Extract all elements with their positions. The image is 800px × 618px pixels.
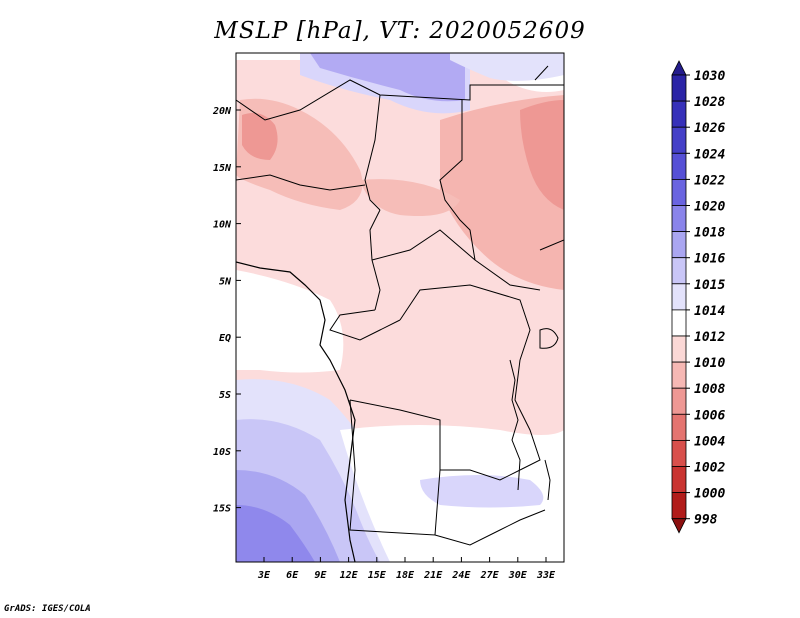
colorbar-label: 1010 [694, 356, 725, 371]
lon-label: 24E [451, 570, 471, 581]
field-south-high [236, 505, 315, 562]
field-band-1016-ne [450, 53, 564, 81]
colorbar-segment [671, 205, 687, 233]
grads-credit: GrADS: IGES/COLA [4, 604, 91, 614]
map-frame [235, 52, 565, 563]
colorbar-segment [671, 152, 687, 180]
field-low-west-core [242, 112, 278, 160]
field-band-1015-southcentral [420, 475, 544, 508]
lake-malawi [544, 459, 551, 501]
lon-label: 33E [536, 570, 556, 581]
lon-axis: 3E 6E 9E 12E 15E 18E 21E 24E 27E 30E 33E [257, 557, 556, 581]
field-low-east-core [520, 100, 564, 210]
border-chad-sudan [439, 100, 476, 261]
border-sahara [236, 79, 564, 121]
lat-label: 20N [212, 106, 232, 117]
lat-label: 15S [213, 504, 231, 515]
field-north-high [310, 53, 465, 102]
colorbar-segment [671, 439, 687, 467]
colorbar-label: 1026 [694, 121, 725, 136]
lat-axis: 20N 15N 10N 5N EQ 5S 10S 15S [212, 106, 241, 515]
colorbar-label: 1000 [694, 487, 725, 502]
colorbar-arrow-top [671, 60, 687, 76]
colorbar-label: 1022 [694, 173, 725, 188]
lon-label: 9E [314, 570, 327, 581]
border-drc-north [399, 284, 531, 361]
colorbar-label: 1024 [694, 147, 725, 162]
colorbar-segment [671, 413, 687, 441]
lon-label: 21E [423, 570, 443, 581]
colorbar-label: 1015 [694, 278, 725, 293]
border-gabon [329, 309, 401, 341]
lon-label: 30E [508, 570, 528, 581]
lat-label: 5S [219, 390, 231, 401]
colorbar-segment [671, 257, 687, 285]
colorbar-segment [671, 492, 687, 520]
lon-label: 12E [340, 570, 359, 581]
lon-label: 15E [368, 570, 387, 581]
colorbar-label: 998 [694, 513, 718, 528]
colorbar-segment [671, 387, 687, 415]
colorbar-label: 1006 [694, 408, 725, 423]
colorbar-segment [671, 466, 687, 494]
lake-tanganyika [509, 359, 521, 491]
colorbar-label: 1020 [694, 200, 725, 215]
colorbar-segment [671, 283, 687, 311]
border-drc-east [514, 359, 541, 471]
colorbar-label: 1004 [694, 434, 725, 449]
borders [236, 79, 564, 546]
lon-label: 27E [480, 570, 500, 581]
border-sahel [236, 174, 366, 191]
lon-label: 18E [396, 570, 415, 581]
lat-label: 10N [213, 220, 232, 231]
border-car [371, 229, 541, 291]
colorbar-segment [671, 178, 687, 206]
coastline-atlantic [236, 261, 356, 562]
colorbar-label: 1012 [694, 330, 725, 345]
colorbar-label: 1030 [694, 69, 725, 84]
lat-label: 10S [213, 447, 231, 458]
field-band-1014-west [236, 270, 344, 373]
border-chad-niger [364, 94, 381, 211]
lake-victoria [539, 328, 559, 349]
lon-label: 3E [257, 570, 271, 581]
border-angola [349, 399, 441, 536]
colorbar: 1030 1028 1026 1024 1022 1020 1018 1016 1015 1014… [671, 60, 725, 534]
colorbar-label: 1028 [694, 95, 725, 110]
pressure-field [236, 53, 564, 562]
colorbar-segment [671, 231, 687, 259]
lat-label: EQ [219, 333, 231, 344]
colorbar-label: 1008 [694, 382, 725, 397]
border-zambia [434, 509, 546, 546]
coast-red-sea [534, 65, 549, 81]
colorbar-label: 1016 [694, 252, 725, 267]
field-low-center [360, 179, 460, 216]
colorbar-segment [671, 309, 687, 337]
colorbar-label: 1002 [694, 461, 725, 476]
lat-label: 15N [213, 163, 232, 174]
colorbar-segment [671, 100, 687, 128]
colorbar-label: 1014 [694, 304, 725, 319]
colorbar-label: 1018 [694, 226, 725, 241]
lon-label: 6E [286, 570, 299, 581]
lat-label: 5N [219, 276, 232, 287]
colorbar-segment [671, 335, 687, 363]
chart-title: MSLP [hPa], VT: 2020052609 [214, 18, 586, 44]
colorbar-segment [671, 361, 687, 389]
colorbar-segment [671, 74, 687, 102]
colorbar-segment [671, 126, 687, 154]
colorbar-arrow-bottom [671, 518, 687, 534]
border-sudan-ethiopia [539, 239, 564, 251]
